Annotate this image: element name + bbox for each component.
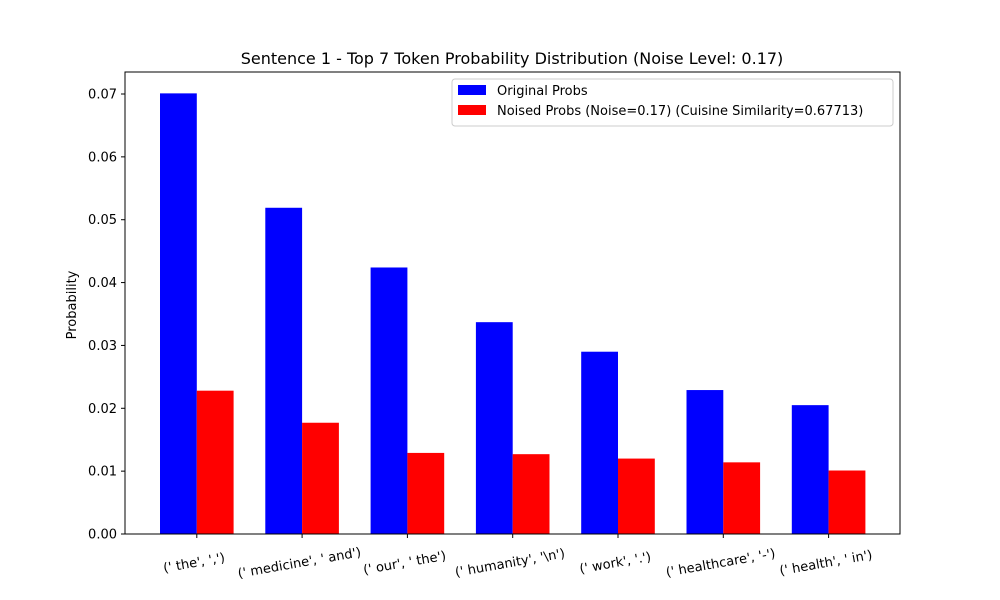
- bar-noised-6: [828, 470, 866, 534]
- bar-noised-3: [512, 454, 550, 534]
- y-tick-label: 0.05: [88, 213, 117, 228]
- y-tick-label: 0.04: [88, 276, 117, 291]
- x-tick-label: (' work', '.'): [578, 550, 652, 577]
- chart-title: Sentence 1 - Top 7 Token Probability Dis…: [241, 49, 784, 68]
- legend-swatch-0: [458, 85, 486, 95]
- legend-box: [451, 78, 894, 127]
- bar-noised-4: [618, 458, 655, 534]
- x-tick-label: (' the', ','): [162, 551, 226, 577]
- y-axis-ticks: 0.00 0.01 0.02 0.03 0.04 0.05 0.06 0.07: [88, 88, 125, 543]
- legend-swatch-1: [458, 105, 486, 115]
- y-axis-label: Probability: [65, 270, 80, 339]
- bar-noised-5: [723, 462, 761, 534]
- bar-original-6: [791, 405, 829, 534]
- bar-original-2: [370, 267, 408, 534]
- legend-label-1: Noised Probs (Noise=0.17) (Cuisine Simil…: [497, 104, 863, 119]
- y-tick-label: 0.01: [88, 465, 117, 480]
- y-tick-label: 0.02: [88, 402, 117, 417]
- y-tick-label: 0.03: [88, 339, 117, 354]
- bar-original-4: [581, 351, 618, 534]
- legend-label-0: Original Probs: [497, 84, 588, 99]
- x-tick-label: (' health', ' in'): [778, 548, 873, 579]
- bars-group: [160, 93, 866, 534]
- bar-noised-1: [302, 422, 339, 534]
- y-tick-label: 0.00: [88, 528, 117, 543]
- x-axis-ticks: (' the', ',') (' medicine', ' and') (' our…: [162, 534, 874, 582]
- bar-original-0: [160, 93, 197, 534]
- legend: Original Probs Noised Probs (Noise=0.17) …: [451, 78, 894, 127]
- x-tick-label: (' our', ' the'): [362, 549, 447, 578]
- x-tick-label: (' healthcare', '-'): [665, 547, 777, 581]
- bar-original-3: [475, 322, 513, 534]
- plot-frame: [124, 71, 901, 535]
- bar-noised-2: [407, 452, 445, 534]
- y-tick-label: 0.06: [88, 150, 117, 165]
- bar-original-5: [686, 390, 724, 534]
- bar-noised-0: [196, 390, 234, 534]
- x-tick-label: (' humanity', '\n'): [454, 547, 566, 581]
- y-tick-label: 0.07: [88, 88, 117, 103]
- x-tick-label: (' medicine', ' and'): [237, 545, 363, 581]
- bar-original-1: [265, 207, 303, 534]
